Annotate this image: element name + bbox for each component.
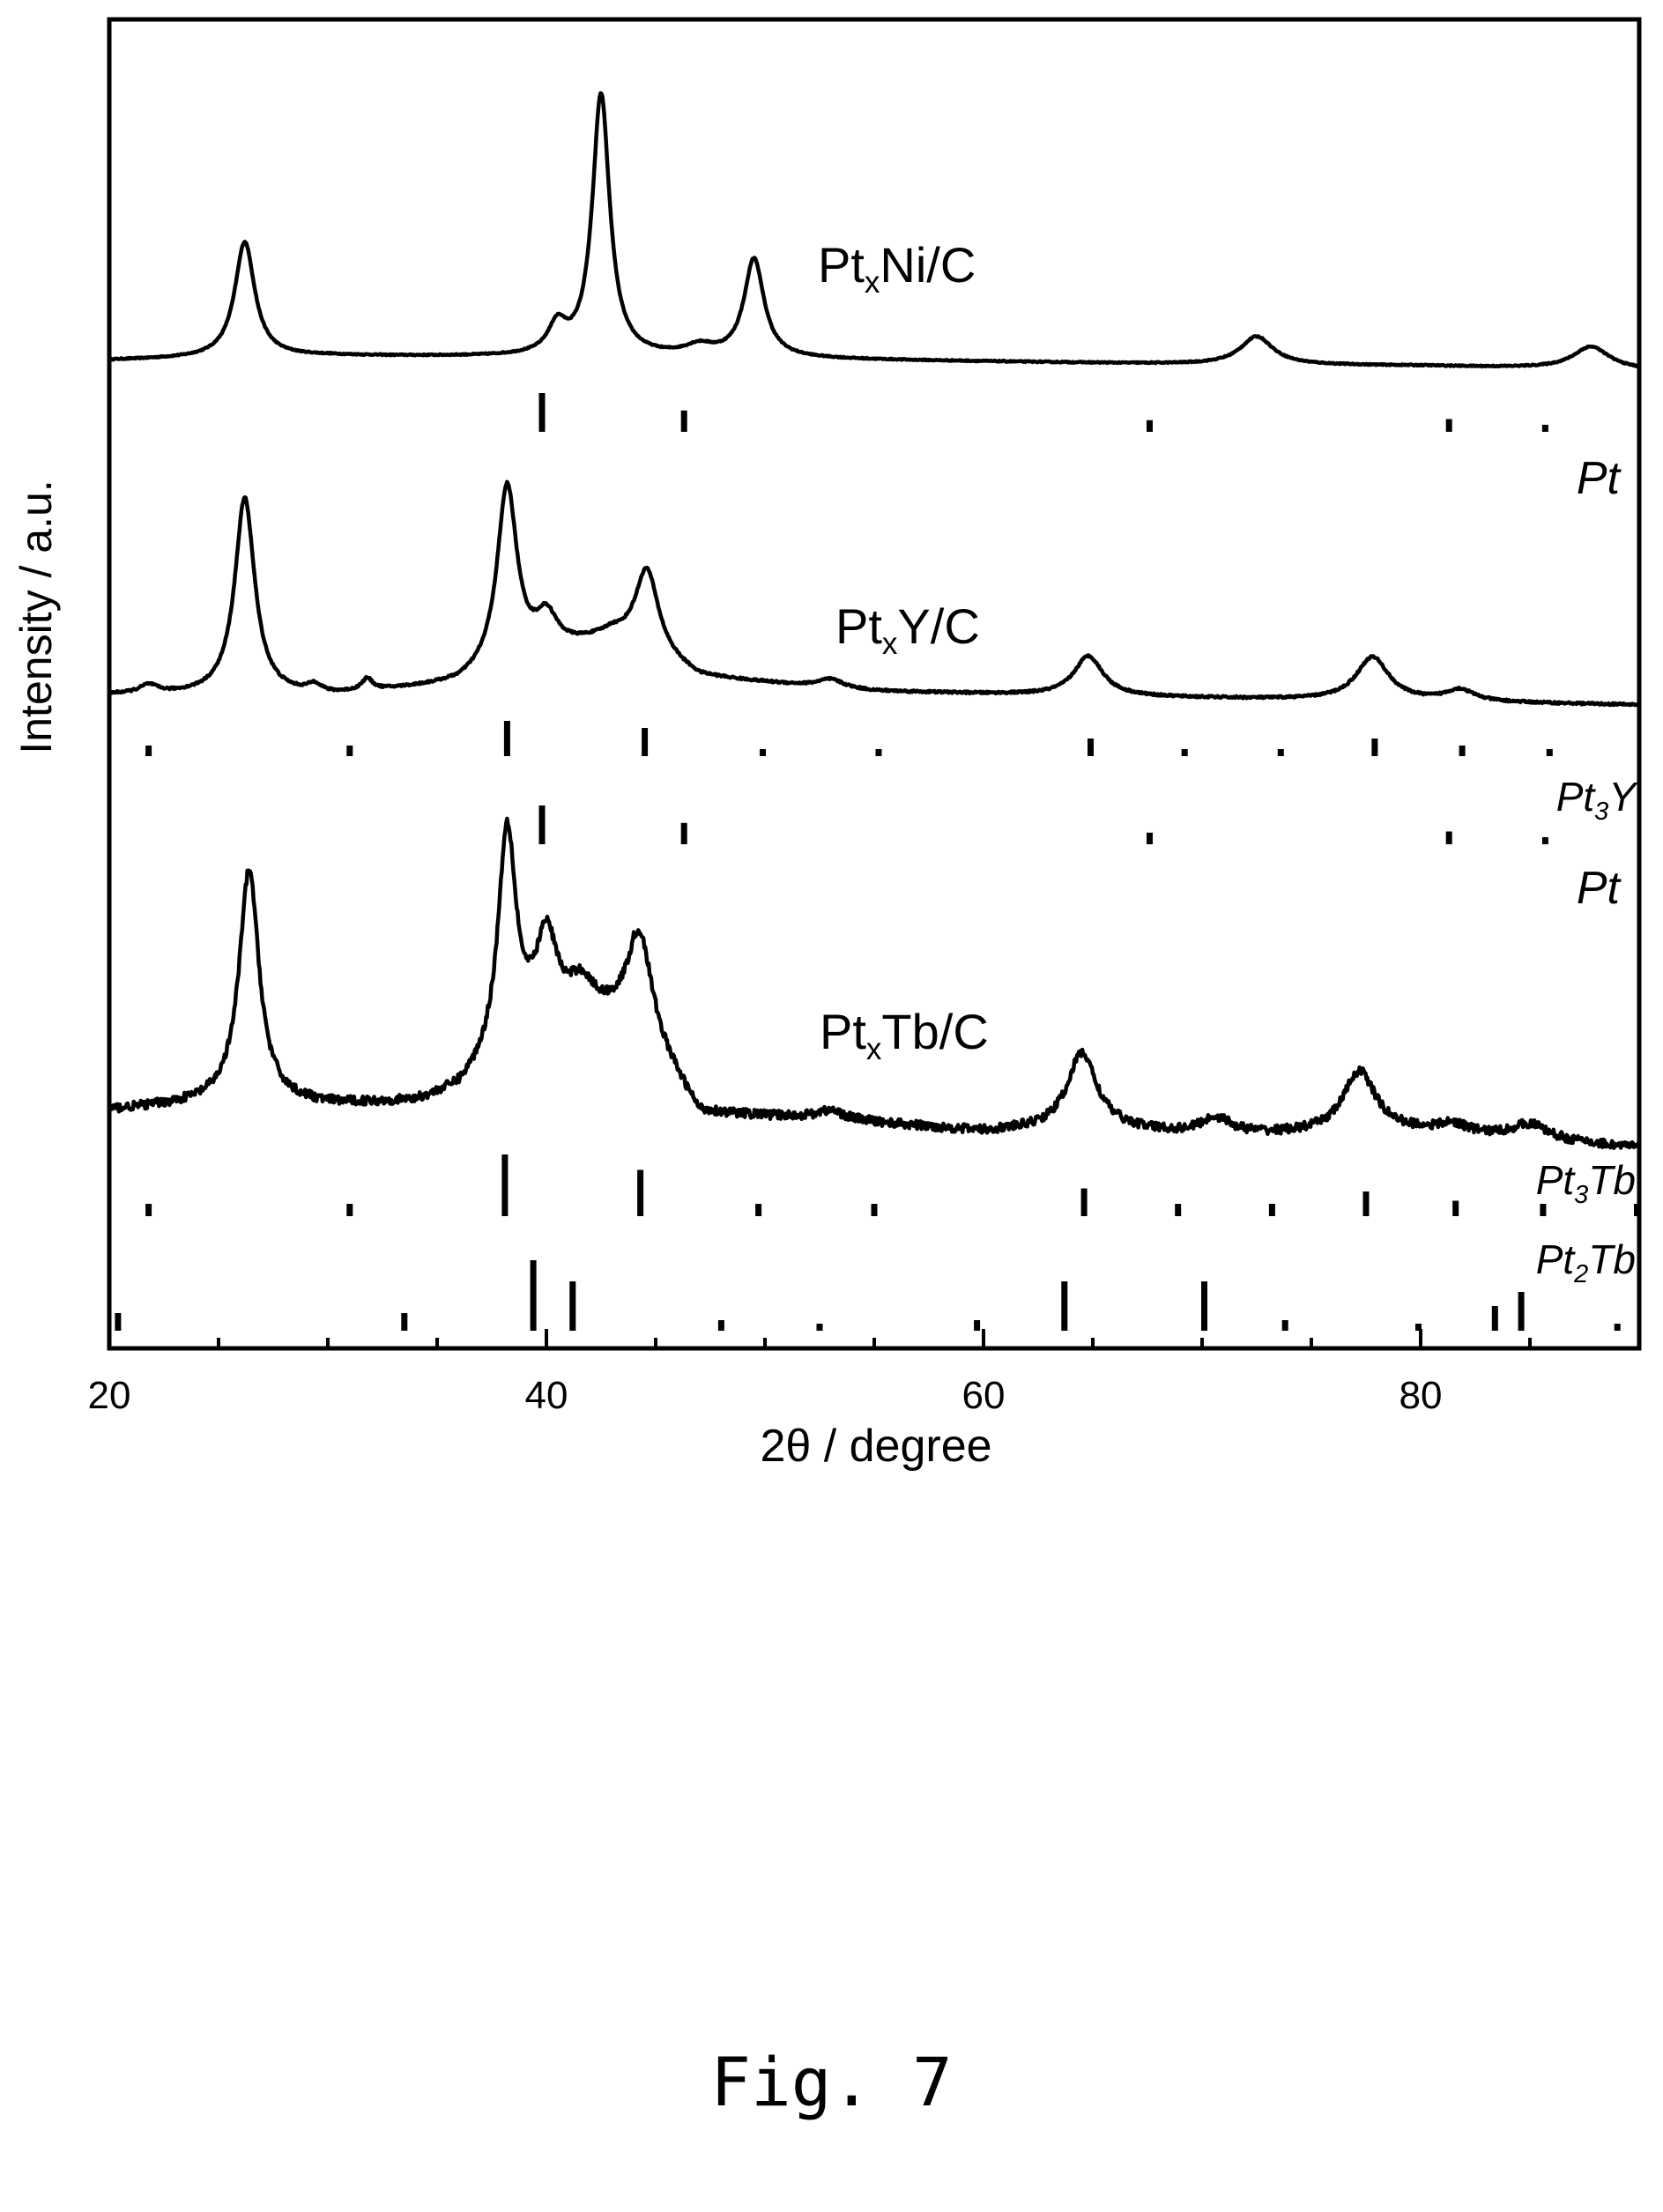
x-axis-label: 2θ / degree [760,1421,991,1472]
series-group [107,91,1642,1151]
x-tick-label-20: 20 [88,1374,131,1417]
series-line-1 [108,91,1641,369]
reference-label-5: Pt2Tb [1536,1236,1636,1288]
x-tick-label-60: 60 [962,1374,1006,1417]
chart-svg: PtxNi/C PtxY/C PtxTb/C Pt Pt3Y Pt Pt3Tb Pt2Tb 2… [11,17,1642,1472]
pattern-labels: PtxNi/C PtxY/C PtxTb/C Pt Pt3Y Pt Pt3Tb Pt2Tb [818,237,1638,1288]
x-axis-ticks: 20 40 60 80 [88,1329,1641,1417]
series-line-2 [108,479,1641,708]
x-tick-label-80: 80 [1399,1374,1443,1417]
reference-patterns [115,393,1640,1331]
y-axis-label: Intensity / a.u. [11,479,61,753]
reference-label-1: Pt [1577,453,1622,504]
figure-caption: Fig. 7 [710,2043,953,2121]
reference-label-3: Pt [1577,863,1622,914]
plot-frame [107,17,1642,1351]
reference-label-2: Pt3Y [1556,774,1639,826]
series-label-3: PtxTb/C [820,1004,989,1066]
series-label-2: PtxY/C [835,598,980,661]
x-tick-label-40: 40 [525,1374,568,1417]
series-line-3 [107,816,1642,1151]
reference-label-4: Pt3Tb [1536,1157,1636,1209]
series-label-1: PtxNi/C [818,237,976,300]
xrd-chart: PtxNi/C PtxY/C PtxTb/C Pt Pt3Y Pt Pt3Tb Pt2Tb 2… [11,17,1642,1472]
